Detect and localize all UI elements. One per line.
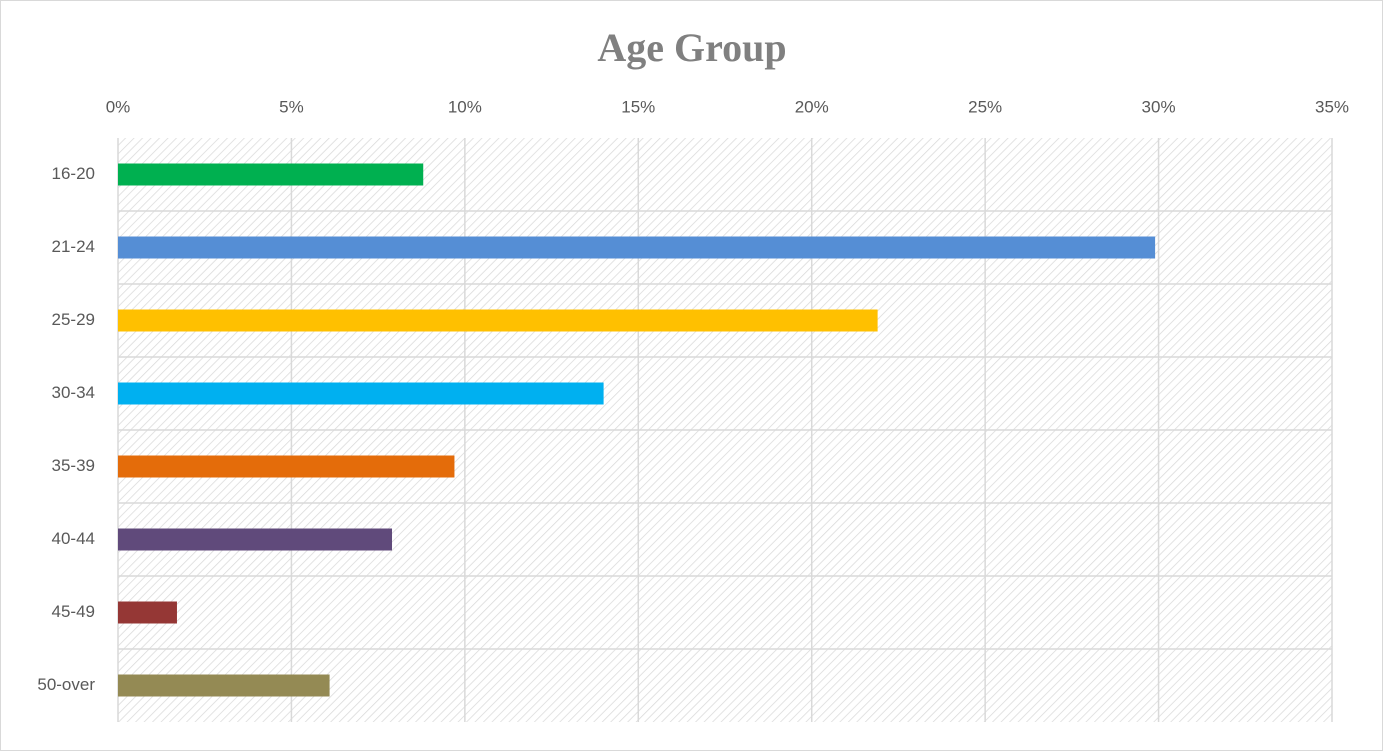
- bar: [118, 163, 424, 186]
- y-tick-label: 45-49: [52, 602, 95, 621]
- x-tick-label: 0%: [106, 97, 131, 116]
- y-tick-label: 21-24: [52, 237, 95, 256]
- x-tick-label: 10%: [448, 97, 482, 116]
- y-tick-label: 16-20: [52, 164, 95, 183]
- chart-title: Age Group: [597, 25, 786, 70]
- y-tick-label: 30-34: [52, 383, 95, 402]
- y-tick-label: 35-39: [52, 456, 95, 475]
- bar: [118, 236, 1156, 259]
- x-tick-label: 5%: [279, 97, 304, 116]
- bar: [118, 674, 330, 697]
- y-tick-label: 50-over: [37, 675, 95, 694]
- x-tick-label: 20%: [795, 97, 829, 116]
- x-tick-label: 30%: [1142, 97, 1176, 116]
- y-tick-label: 25-29: [52, 310, 95, 329]
- bar: [118, 601, 177, 624]
- bar: [118, 382, 604, 405]
- bar: [118, 528, 393, 551]
- x-tick-label: 35%: [1315, 97, 1349, 116]
- x-tick-label: 25%: [968, 97, 1002, 116]
- y-tick-label: 40-44: [52, 529, 95, 548]
- bar: [118, 309, 878, 332]
- x-tick-label: 15%: [621, 97, 655, 116]
- bar: [118, 455, 455, 478]
